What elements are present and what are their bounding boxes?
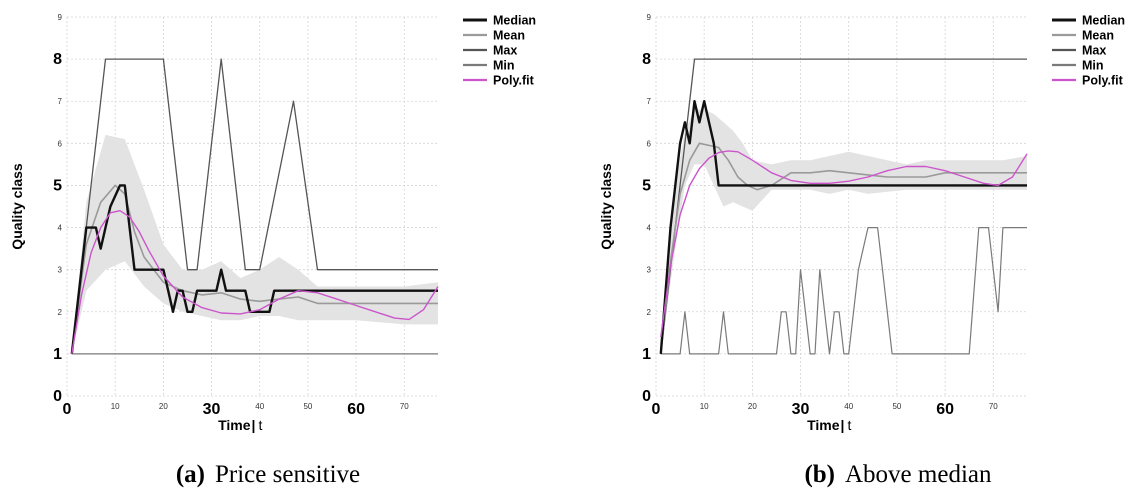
y-axis-title: Quality class <box>598 163 614 250</box>
y-tick-label: 2 <box>647 308 652 317</box>
y-tick-label: 7 <box>58 97 63 106</box>
caption-letter: (a) <box>176 461 205 488</box>
panel-price-sensitive: 0 1 2 3 4 5 6 7 8 9 0 10 20 30 40 50 60 70 Time | t Quality c… <box>9 13 536 488</box>
legend-label: Median <box>493 14 536 28</box>
x-tick-label: 40 <box>844 402 853 411</box>
y-tick-label: 1 <box>642 346 651 363</box>
x-tick-label: 0 <box>63 401 72 418</box>
y-tick-label: 8 <box>642 51 651 68</box>
y-tick-label: 4 <box>647 224 652 233</box>
series-line-median <box>70 184 438 355</box>
x-tick-label: 0 <box>652 401 661 418</box>
confidence-band <box>71 134 439 354</box>
x-tick-label: 40 <box>255 402 264 411</box>
y-tick-label: 0 <box>642 388 651 405</box>
series-line-poly-fit <box>71 209 439 355</box>
y-tick-label: 9 <box>58 13 63 22</box>
x-tick-label: 30 <box>203 401 221 418</box>
series-line-mean <box>660 142 1027 354</box>
x-axis-separator: | <box>841 417 845 433</box>
confidence-band <box>660 109 1027 354</box>
y-tick-label: 7 <box>647 97 652 106</box>
series-line-min <box>660 227 1027 355</box>
y-tick-label: 2 <box>58 308 63 317</box>
x-axis-title: Time <box>218 417 251 433</box>
x-axis-unit: t <box>259 417 263 433</box>
x-tick-label: 60 <box>936 401 954 418</box>
legend-label: Min <box>493 59 515 73</box>
legend-label: Max <box>493 44 517 58</box>
x-tick-label: 60 <box>347 401 365 418</box>
caption-text: Price sensitive <box>215 461 360 488</box>
legend-label: Poly.fit <box>493 74 535 88</box>
y-tick-label: 4 <box>58 224 63 233</box>
legend-label: Mean <box>1082 29 1114 43</box>
legend-label: Max <box>1082 44 1106 58</box>
x-tick-label: 50 <box>303 402 312 411</box>
series-line-poly-fit <box>660 150 1028 338</box>
x-axis-unit: t <box>848 417 852 433</box>
x-tick-label: 20 <box>748 402 757 411</box>
x-tick-label: 20 <box>159 402 168 411</box>
series-line-median <box>659 99 1027 354</box>
x-axis-separator: | <box>252 417 256 433</box>
y-tick-label: 8 <box>53 51 62 68</box>
series-line-max <box>71 58 438 354</box>
y-tick-label: 5 <box>642 177 651 194</box>
y-tick-label: 6 <box>647 139 652 148</box>
y-tick-label: 3 <box>647 266 652 275</box>
legend-label: Mean <box>493 29 525 43</box>
x-tick-label: 10 <box>700 402 709 411</box>
caption-letter: (b) <box>804 461 835 488</box>
x-tick-label: 10 <box>111 402 120 411</box>
legend-label: Poly.fit <box>1082 74 1124 88</box>
y-tick-label: 3 <box>58 266 63 275</box>
y-tick-label: 9 <box>647 13 652 22</box>
panel-above-median: 0 1 2 3 4 5 6 7 8 9 0 10 20 30 40 50 60 70 Time | t Quality c… <box>598 13 1125 488</box>
y-tick-label: 6 <box>58 139 63 148</box>
x-tick-label: 70 <box>400 402 409 411</box>
x-axis-title: Time <box>807 417 840 433</box>
y-tick-label: 0 <box>53 388 62 405</box>
y-tick-label: 1 <box>53 346 62 363</box>
legend-label: Min <box>1082 59 1104 73</box>
y-axis-title: Quality class <box>9 163 25 250</box>
caption-text: Above median <box>845 461 992 488</box>
y-tick-label: 5 <box>53 177 62 194</box>
x-tick-label: 50 <box>892 402 901 411</box>
legend-label: Median <box>1082 14 1125 28</box>
x-tick-label: 30 <box>792 401 810 418</box>
x-tick-label: 70 <box>989 402 998 411</box>
